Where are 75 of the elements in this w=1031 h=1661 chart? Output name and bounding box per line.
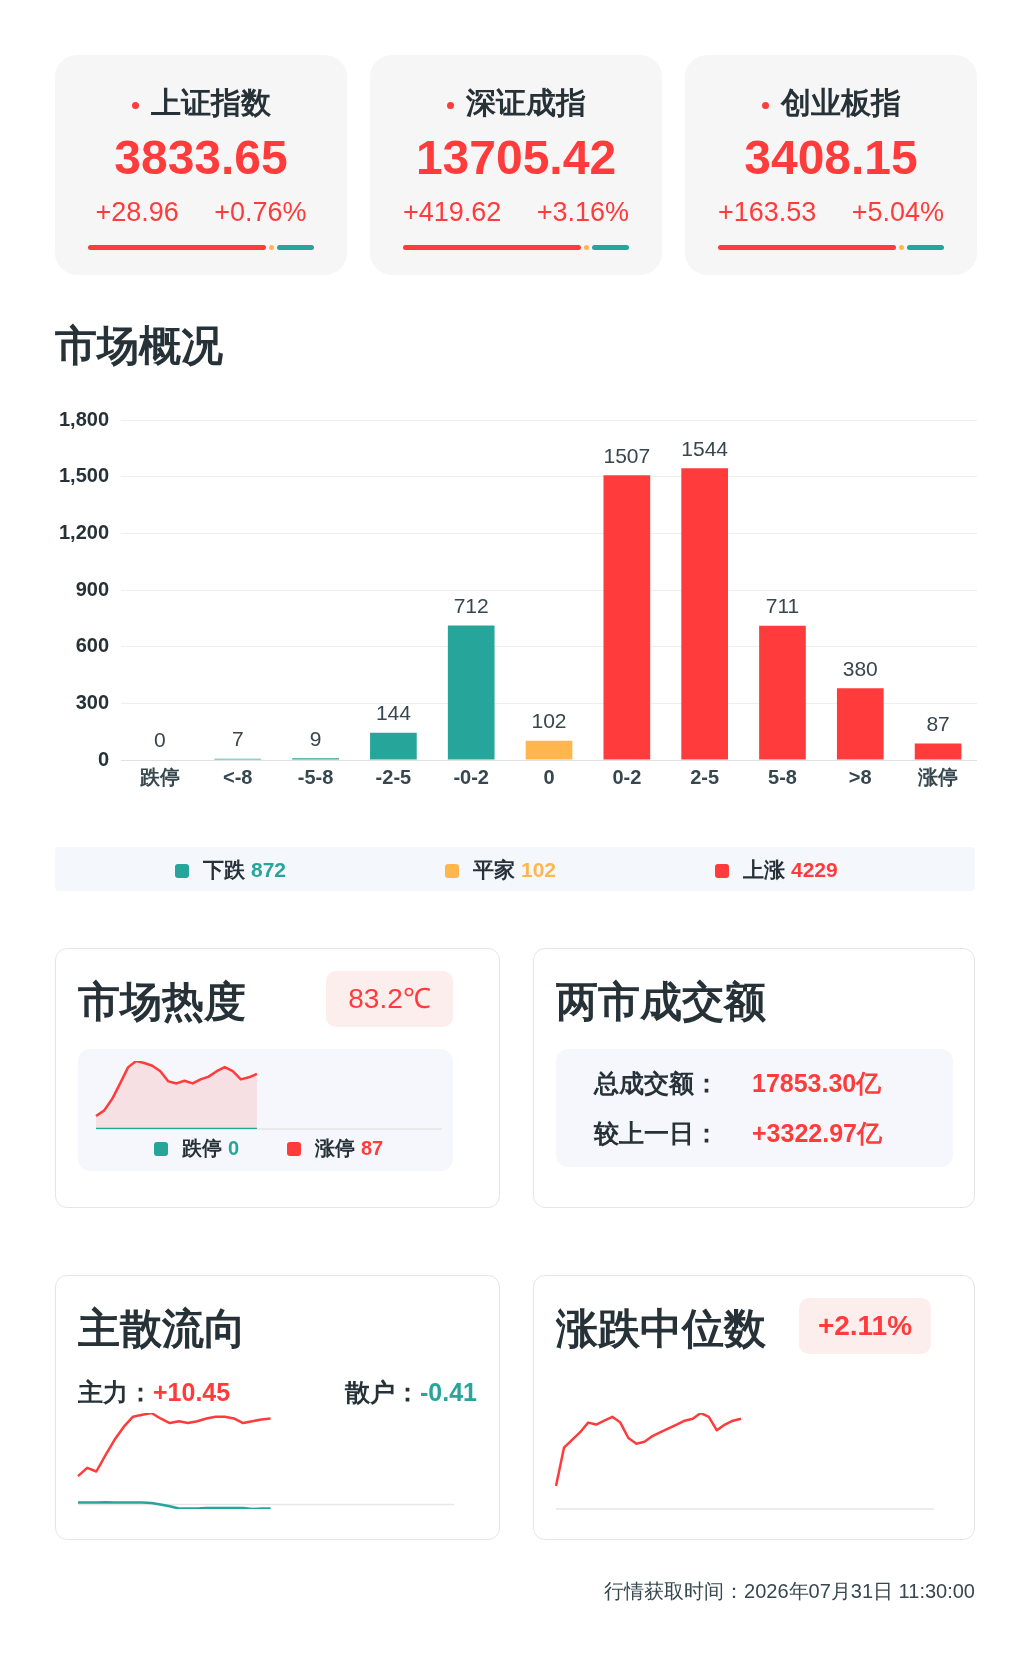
bar xyxy=(681,468,728,760)
text: 两市成交额 xyxy=(556,977,766,1027)
text: 上证指数 xyxy=(150,86,271,119)
text: 102 xyxy=(521,858,557,881)
x-tick-label: 跌停 xyxy=(138,765,180,788)
text: 总成交额： xyxy=(594,1068,719,1099)
text: 4229 xyxy=(791,858,838,881)
bar xyxy=(759,625,806,760)
text: 87 xyxy=(361,1137,384,1159)
text: 3833.65 xyxy=(113,130,289,185)
text: +5.04% xyxy=(851,197,945,227)
text: 13705.42 xyxy=(414,130,618,185)
text: +163.53 xyxy=(717,197,817,227)
text: 0 xyxy=(228,1137,240,1159)
y-tick-label: 600 xyxy=(75,634,110,657)
y-tick-label: 1,500 xyxy=(58,464,110,487)
data-label: 1507 xyxy=(603,443,651,467)
x-tick-label: >8 xyxy=(848,765,872,788)
bar xyxy=(603,475,651,760)
legend-label: 涨停 xyxy=(315,1137,355,1159)
text: +2.11% xyxy=(799,1298,931,1354)
x-tick-label: 0-2 xyxy=(612,765,642,788)
data-label: 9 xyxy=(309,726,322,750)
text: 83.2℃ xyxy=(326,971,453,1027)
text: 散户： xyxy=(345,1378,421,1406)
x-tick-label: -5-8 xyxy=(297,765,334,788)
chart-title: 涨跌中位数 xyxy=(556,1304,766,1354)
bar xyxy=(836,688,884,760)
data-label: 7 xyxy=(231,726,244,750)
legend-label: 平家 xyxy=(473,858,515,881)
data-label: 380 xyxy=(842,656,878,680)
y-tick-label: 1,200 xyxy=(58,520,110,543)
text: 较上一日： xyxy=(594,1118,719,1149)
data-label: 144 xyxy=(375,701,412,725)
x-tick-label: 5-8 xyxy=(768,765,797,788)
bar xyxy=(447,625,495,760)
y-tick-label: 900 xyxy=(75,577,110,600)
bar xyxy=(370,732,417,760)
x-tick-label: 0 xyxy=(543,765,555,788)
text: 主力： xyxy=(78,1378,153,1406)
text: +3.16% xyxy=(536,197,630,227)
text: 17853.30亿 xyxy=(752,1068,882,1099)
y-tick-label: 0 xyxy=(97,747,110,770)
legend-label: 上涨 xyxy=(743,858,785,881)
text: +28.96 xyxy=(95,197,179,227)
x-tick-label: 涨停 xyxy=(917,765,959,788)
data-label: 1544 xyxy=(681,436,729,460)
text: 3408.15 xyxy=(743,130,919,185)
text: 行情获取时间：2026年07月31日 11:30:00 xyxy=(604,1579,975,1604)
data-label: 87 xyxy=(926,711,950,735)
x-tick-label: <-8 xyxy=(223,765,253,788)
text: 创业板指 xyxy=(780,86,901,119)
data-label: 102 xyxy=(531,709,567,733)
text: 872 xyxy=(251,858,287,881)
x-tick-label: 2-5 xyxy=(690,765,720,788)
text: +3322.97亿 xyxy=(752,1118,882,1149)
y-tick-label: 1,800 xyxy=(58,407,110,430)
text: 深证成指 xyxy=(465,86,586,119)
legend-label: 跌停 xyxy=(182,1137,222,1159)
data-label: 0 xyxy=(154,728,166,752)
text: -0.41 xyxy=(420,1378,477,1406)
text: +10.45 xyxy=(153,1378,231,1406)
chart-title: 市场热度 xyxy=(78,977,246,1027)
data-label: 711 xyxy=(765,594,800,617)
chart-title: 市场概况 xyxy=(55,321,223,371)
data-label: 712 xyxy=(453,593,489,617)
bar xyxy=(525,740,573,760)
text: +419.62 xyxy=(402,197,502,227)
bar xyxy=(914,743,962,760)
text: +0.76% xyxy=(214,197,307,227)
x-tick-label: -2-5 xyxy=(375,765,412,788)
x-tick-label: -0-2 xyxy=(453,765,489,788)
legend-label: 下跌 xyxy=(203,858,245,881)
y-tick-label: 300 xyxy=(75,690,110,713)
chart-title: 主散流向 xyxy=(78,1304,246,1354)
